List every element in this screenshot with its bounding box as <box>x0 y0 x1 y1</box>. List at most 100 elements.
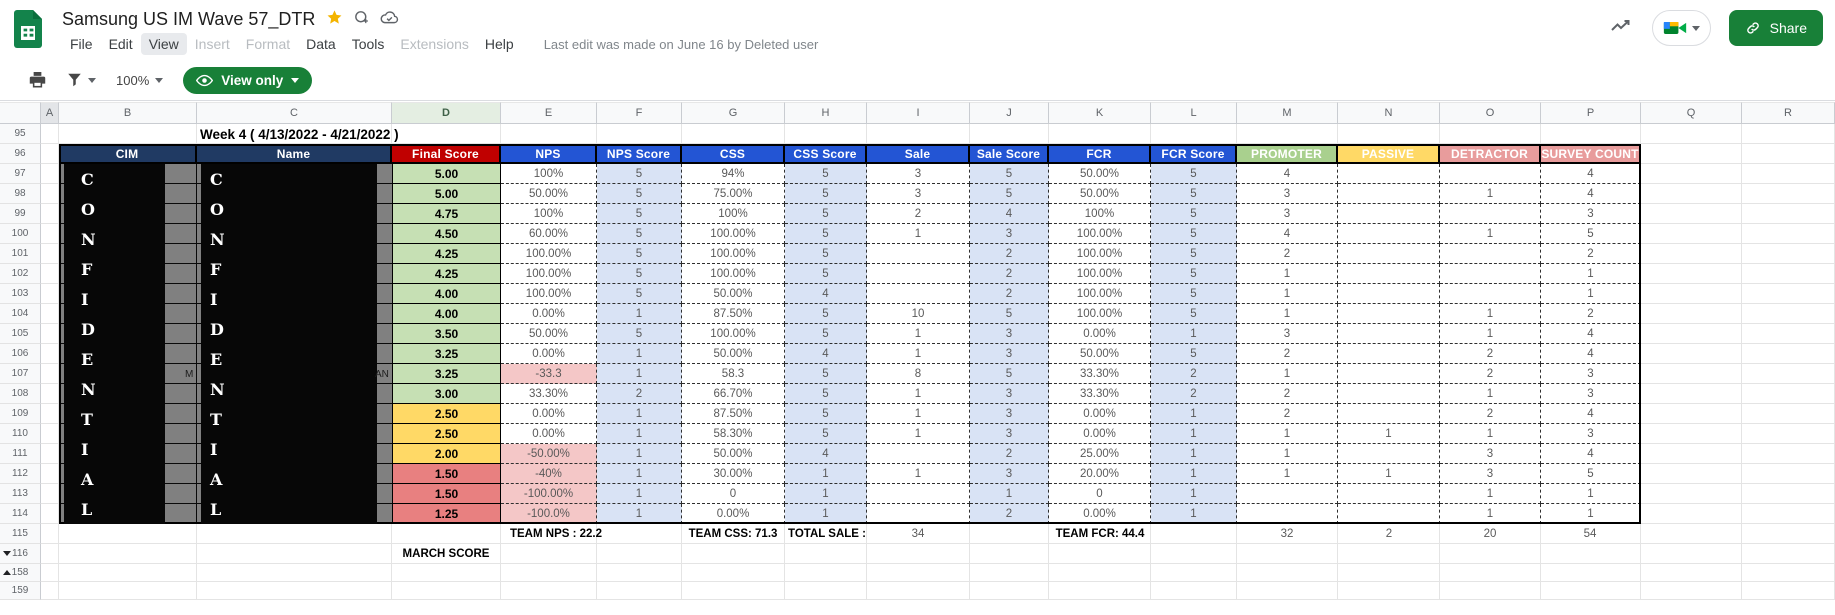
cell-F105[interactable]: 5 <box>597 324 682 344</box>
cell-R112[interactable] <box>1742 464 1835 484</box>
filter-button[interactable] <box>67 73 96 87</box>
cell-F110[interactable]: 1 <box>597 424 682 444</box>
cell-E115[interactable] <box>501 524 597 544</box>
cell-D104[interactable]: 4.00 <box>392 304 501 324</box>
cell-F100[interactable]: 5 <box>597 224 682 244</box>
cell-K104[interactable]: 100.00% <box>1049 304 1151 324</box>
cell-L96[interactable]: FCR Score <box>1151 144 1237 164</box>
cell-J116[interactable] <box>970 544 1049 564</box>
cell-Q100[interactable] <box>1641 224 1742 244</box>
badge-plus-icon[interactable] <box>353 9 370 31</box>
cell-G103[interactable]: 50.00% <box>682 284 785 304</box>
cell-R96[interactable] <box>1742 144 1835 164</box>
cell-Q112[interactable] <box>1641 464 1742 484</box>
cell-I101[interactable] <box>867 244 970 264</box>
cell-L158[interactable] <box>1151 564 1237 582</box>
cell-R108[interactable] <box>1742 384 1835 404</box>
cell-H158[interactable] <box>785 564 867 582</box>
cell-R110[interactable] <box>1742 424 1835 444</box>
cell-L105[interactable]: 1 <box>1151 324 1237 344</box>
column-header-I[interactable]: I <box>867 102 970 124</box>
cell-I97[interactable]: 3 <box>867 164 970 184</box>
cell-Q102[interactable] <box>1641 264 1742 284</box>
cell-N103[interactable] <box>1338 284 1440 304</box>
cell-K99[interactable]: 100% <box>1049 204 1151 224</box>
cell-N110[interactable]: 1 <box>1338 424 1440 444</box>
cell-A104[interactable] <box>41 304 59 324</box>
row-header-111[interactable]: 111 <box>0 444 41 464</box>
row-header-110[interactable]: 110 <box>0 424 41 444</box>
cell-P103[interactable]: 1 <box>1541 284 1641 304</box>
cell-F112[interactable]: 1 <box>597 464 682 484</box>
cell-M101[interactable]: 2 <box>1237 244 1338 264</box>
cell-Q104[interactable] <box>1641 304 1742 324</box>
cell-Q96[interactable] <box>1641 144 1742 164</box>
cell-F114[interactable]: 1 <box>597 504 682 524</box>
column-header-P[interactable]: P <box>1541 102 1641 124</box>
cell-M104[interactable]: 1 <box>1237 304 1338 324</box>
cell-E112[interactable]: -40% <box>501 464 597 484</box>
cell-Q97[interactable] <box>1641 164 1742 184</box>
cell-J111[interactable]: 2 <box>970 444 1049 464</box>
cell-E97[interactable]: 100% <box>501 164 597 184</box>
cell-N99[interactable] <box>1338 204 1440 224</box>
cell-N109[interactable] <box>1338 404 1440 424</box>
cell-A113[interactable] <box>41 484 59 504</box>
cell-J98[interactable]: 5 <box>970 184 1049 204</box>
cell-K103[interactable]: 100.00% <box>1049 284 1151 304</box>
cell-J96[interactable]: Sale Score <box>970 144 1049 164</box>
cell-N97[interactable] <box>1338 164 1440 184</box>
share-button[interactable]: Share <box>1728 10 1823 46</box>
cell-N115[interactable] <box>1338 524 1440 544</box>
row-header-107[interactable]: 107 <box>0 364 41 384</box>
cell-H110[interactable]: 5 <box>785 424 867 444</box>
cell-P115[interactable] <box>1541 524 1641 544</box>
last-edit-status[interactable]: Last edit was made on June 16 by Deleted… <box>543 36 819 52</box>
cell-N159[interactable] <box>1338 582 1440 600</box>
cell-L99[interactable]: 5 <box>1151 204 1237 224</box>
cell-Q116[interactable] <box>1641 544 1742 564</box>
cell-F109[interactable]: 1 <box>597 404 682 424</box>
cell-R158[interactable] <box>1742 564 1835 582</box>
cell-A116[interactable] <box>41 544 59 564</box>
cell-A114[interactable] <box>41 504 59 524</box>
cell-G98[interactable]: 75.00% <box>682 184 785 204</box>
cell-J101[interactable]: 2 <box>970 244 1049 264</box>
cell-O103[interactable] <box>1440 284 1541 304</box>
cell-F99[interactable]: 5 <box>597 204 682 224</box>
cell-I105[interactable]: 1 <box>867 324 970 344</box>
cell-M113[interactable] <box>1237 484 1338 504</box>
column-header-N[interactable]: N <box>1338 102 1440 124</box>
cell-M116[interactable] <box>1237 544 1338 564</box>
cell-R100[interactable] <box>1742 224 1835 244</box>
cell-E106[interactable]: 0.00% <box>501 344 597 364</box>
cell-D102[interactable]: 4.25 <box>392 264 501 284</box>
cell-E109[interactable]: 0.00% <box>501 404 597 424</box>
cell-N95[interactable] <box>1338 124 1440 144</box>
cell-O104[interactable]: 1 <box>1440 304 1541 324</box>
cell-O158[interactable] <box>1440 564 1541 582</box>
cell-L114[interactable]: 1 <box>1151 504 1237 524</box>
cell-K96[interactable]: FCR <box>1049 144 1151 164</box>
cell-L101[interactable]: 5 <box>1151 244 1237 264</box>
cell-G107[interactable]: 58.3 <box>682 364 785 384</box>
cell-E104[interactable]: 0.00% <box>501 304 597 324</box>
cell-D103[interactable]: 4.00 <box>392 284 501 304</box>
cell-G101[interactable]: 100.00% <box>682 244 785 264</box>
cell-G96[interactable]: CSS <box>682 144 785 164</box>
cell-H159[interactable] <box>785 582 867 600</box>
cell-P100[interactable]: 5 <box>1541 224 1641 244</box>
cell-Q98[interactable] <box>1641 184 1742 204</box>
cell-H105[interactable]: 5 <box>785 324 867 344</box>
cell-P107[interactable]: 3 <box>1541 364 1641 384</box>
sheets-logo-icon[interactable] <box>14 10 42 53</box>
cell-I102[interactable] <box>867 264 970 284</box>
cell-K115[interactable] <box>1049 524 1151 544</box>
cell-L115[interactable] <box>1151 524 1237 544</box>
cell-J103[interactable]: 2 <box>970 284 1049 304</box>
column-header-Q[interactable]: Q <box>1641 102 1742 124</box>
cell-D115[interactable] <box>392 524 501 544</box>
menu-help[interactable]: Help <box>484 36 514 52</box>
cell-H116[interactable] <box>785 544 867 564</box>
cell-E116[interactable] <box>501 544 597 564</box>
